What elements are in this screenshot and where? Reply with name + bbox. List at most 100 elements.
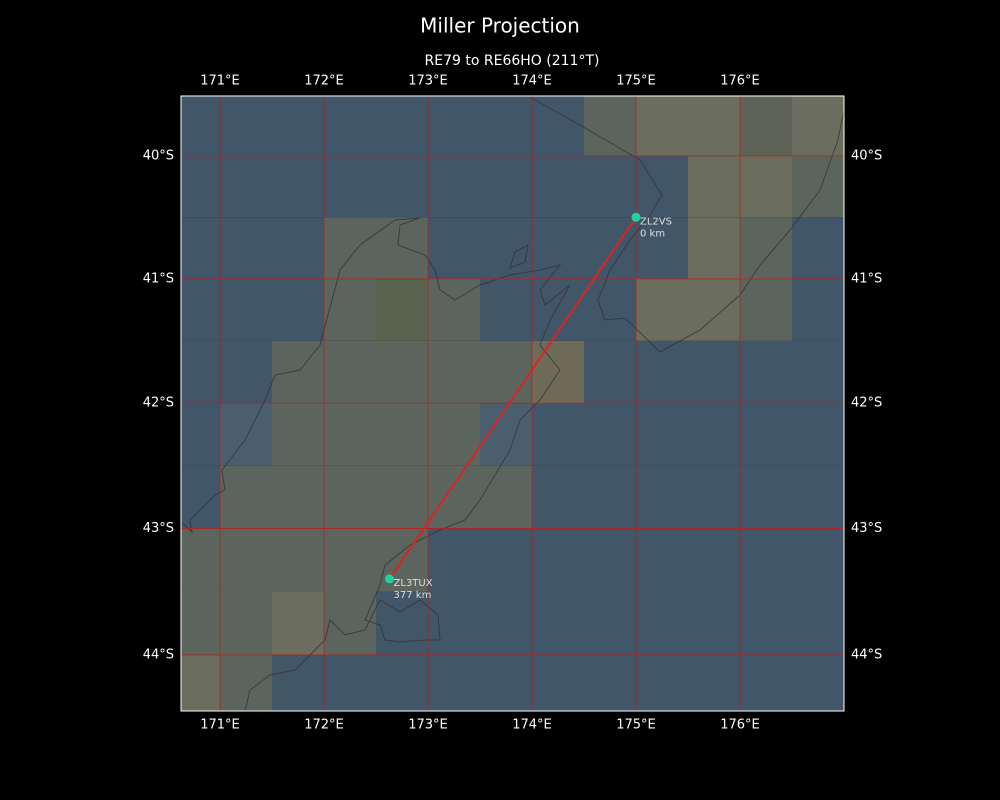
terrain-tile (740, 340, 792, 404)
terrain-tile (272, 403, 324, 466)
terrain-tile (220, 155, 272, 218)
terrain-tile (792, 340, 844, 404)
terrain-tile (584, 96, 636, 156)
terrain-tile (428, 96, 480, 156)
x-tick-label: 175°E (616, 718, 656, 733)
terrain-tile (220, 278, 272, 341)
x-tick-label: 173°E (408, 74, 448, 89)
terrain-tile (584, 278, 636, 341)
terrain-tile (532, 465, 584, 529)
title: Miller Projection (420, 14, 580, 38)
x-tick-label: 174°E (512, 74, 552, 89)
terrain-tile (181, 591, 220, 655)
terrain-tile (272, 591, 324, 655)
terrain-tile (376, 654, 428, 711)
terrain-tile (181, 340, 220, 404)
terrain-tile (792, 591, 844, 655)
terrain-tile (792, 403, 844, 466)
terrain-tile (636, 654, 688, 711)
terrain-tile (792, 528, 844, 592)
terrain-tiles (181, 96, 844, 711)
terrain-tile (324, 654, 376, 711)
terrain-tile (636, 340, 688, 404)
terrain-tile (688, 465, 740, 529)
terrain-tile (792, 217, 844, 279)
x-tick-label: 176°E (720, 718, 760, 733)
terrain-tile (532, 654, 584, 711)
terrain-tile (324, 340, 376, 404)
terrain-tile (376, 591, 428, 655)
terrain-tile (584, 155, 636, 218)
terrain-tile (688, 96, 740, 156)
terrain-tile (792, 155, 844, 218)
terrain-tile (480, 528, 532, 592)
terrain-tile (324, 217, 376, 279)
terrain-tile (636, 528, 688, 592)
terrain-tile (428, 465, 480, 529)
terrain-tile (740, 654, 792, 711)
terrain-tile (181, 217, 220, 279)
terrain-tile (584, 403, 636, 466)
terrain-tile (480, 465, 532, 529)
terrain-tile (792, 96, 844, 156)
station-dot (631, 212, 641, 222)
terrain-tile (376, 155, 428, 218)
terrain-tile (740, 465, 792, 529)
x-tick-label: 175°E (616, 74, 656, 89)
terrain-tile (324, 155, 376, 218)
terrain-tile (532, 96, 584, 156)
terrain-tile (324, 278, 376, 341)
terrain-tile (220, 96, 272, 156)
terrain-tile (480, 155, 532, 218)
y-tick-label: 41°S (851, 271, 882, 286)
subtitle: RE79 to RE66HO (211°T) (425, 53, 600, 69)
terrain-tile (428, 403, 480, 466)
x-tick-label: 171°E (200, 74, 240, 89)
x-tick-label: 172°E (304, 74, 344, 89)
terrain-tile (792, 654, 844, 711)
terrain-tile (272, 278, 324, 341)
terrain-tile (181, 528, 220, 592)
y-tick-label: 44°S (143, 647, 174, 662)
terrain-tile (584, 528, 636, 592)
terrain-tile (220, 403, 272, 466)
terrain-tile (181, 96, 220, 156)
terrain-tile (688, 591, 740, 655)
terrain-tile (480, 96, 532, 156)
terrain-tile (584, 591, 636, 655)
terrain-tile (324, 528, 376, 592)
terrain-tile (532, 591, 584, 655)
terrain-tile (376, 340, 428, 404)
terrain-tile (688, 217, 740, 279)
terrain-tile (272, 96, 324, 156)
terrain-tile (740, 217, 792, 279)
terrain-tile (220, 654, 272, 711)
terrain-tile (740, 155, 792, 218)
y-tick-label: 44°S (851, 647, 882, 662)
station-distance: 377 km (394, 590, 432, 601)
terrain-tile (428, 155, 480, 218)
terrain-tile (181, 654, 220, 711)
y-tick-label: 42°S (851, 396, 882, 411)
terrain-tile (740, 528, 792, 592)
terrain-tile (740, 403, 792, 466)
terrain-tile (740, 96, 792, 156)
map-frame (180, 95, 845, 712)
terrain-tile (636, 217, 688, 279)
terrain-tile (376, 403, 428, 466)
terrain-tile (376, 96, 428, 156)
coast-island (509, 244, 529, 269)
terrain-tile (740, 591, 792, 655)
terrain-tile (688, 403, 740, 466)
terrain-tile (480, 340, 532, 404)
terrain-tile (181, 465, 220, 529)
terrain-tile (480, 591, 532, 655)
terrain-tile (181, 155, 220, 218)
terrain-tile (792, 278, 844, 341)
terrain-tile (220, 591, 272, 655)
terrain-tile (272, 465, 324, 529)
terrain-tile (480, 278, 532, 341)
y-tick-label: 41°S (143, 271, 174, 286)
terrain-tile (181, 278, 220, 341)
